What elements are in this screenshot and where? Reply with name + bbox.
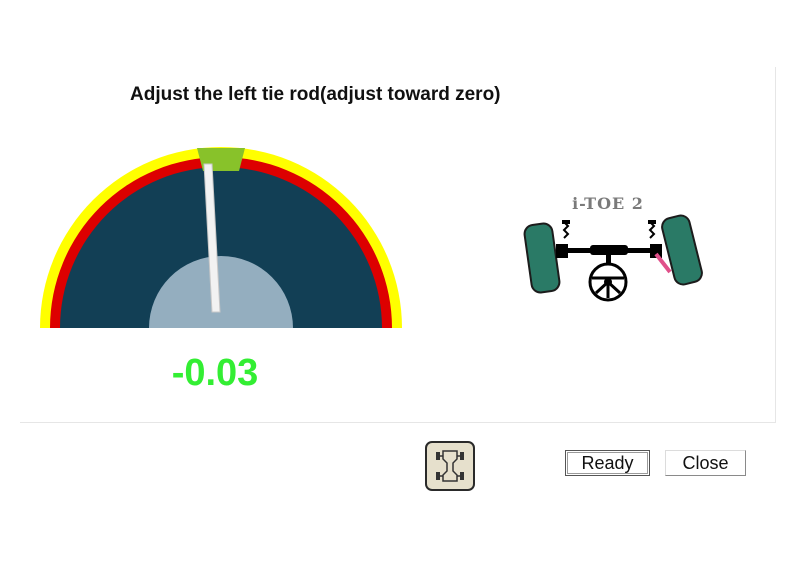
itoe-diagram: i-TOE 2 xyxy=(518,194,708,306)
left-tire xyxy=(523,222,561,294)
alignment-view-button[interactable] xyxy=(425,441,475,491)
vehicle-front-axle-icon xyxy=(523,214,703,302)
right-tire xyxy=(661,214,703,286)
gauge-face xyxy=(60,167,382,328)
gauge-hub xyxy=(149,256,293,328)
car-chassis-icon xyxy=(436,450,464,482)
toe-value-readout: -0.03 xyxy=(171,352,259,394)
toe-gauge xyxy=(36,140,406,330)
itoe-title: i-TOE 2 xyxy=(572,194,644,213)
instruction-text: Adjust the left tie rod(adjust toward ze… xyxy=(130,84,501,105)
close-button[interactable]: Close xyxy=(665,450,746,476)
ready-button[interactable]: Ready xyxy=(565,450,650,476)
gauge-needle xyxy=(203,163,221,313)
